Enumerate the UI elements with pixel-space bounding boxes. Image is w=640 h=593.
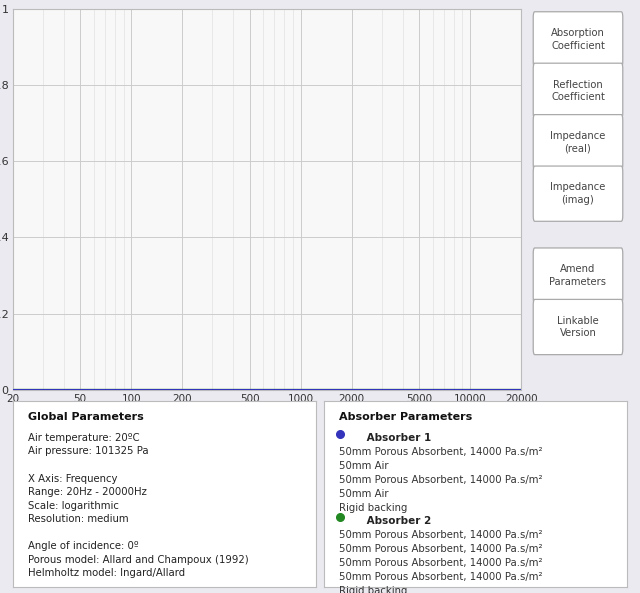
Text: Impedance
(imag): Impedance (imag) <box>550 183 605 205</box>
FancyBboxPatch shape <box>533 248 623 303</box>
Text: Rigid backing: Rigid backing <box>339 586 407 593</box>
FancyBboxPatch shape <box>533 166 623 221</box>
Text: Porous model: Allard and Champoux (1992): Porous model: Allard and Champoux (1992) <box>28 555 249 565</box>
Text: Global Parameters: Global Parameters <box>28 412 144 422</box>
Text: 50mm Porous Absorbent, 14000 Pa.s/m²: 50mm Porous Absorbent, 14000 Pa.s/m² <box>339 447 543 457</box>
Text: Reflection
Coefficient: Reflection Coefficient <box>551 79 605 102</box>
Text: 50mm Air: 50mm Air <box>339 489 388 499</box>
Text: Scale: logarithmic: Scale: logarithmic <box>28 500 119 511</box>
Text: Amend
Parameters: Amend Parameters <box>550 264 607 287</box>
Text: Absorption
Coefficient: Absorption Coefficient <box>551 28 605 50</box>
Text: Absorber 1: Absorber 1 <box>364 433 431 443</box>
FancyBboxPatch shape <box>533 299 623 355</box>
Text: 50mm Porous Absorbent, 14000 Pa.s/m²: 50mm Porous Absorbent, 14000 Pa.s/m² <box>339 544 543 554</box>
FancyBboxPatch shape <box>533 12 623 67</box>
FancyBboxPatch shape <box>533 63 623 119</box>
Text: Impedance
(real): Impedance (real) <box>550 131 605 154</box>
Text: Air temperature: 20ºC: Air temperature: 20ºC <box>28 433 140 443</box>
Text: Angle of incidence: 0º: Angle of incidence: 0º <box>28 541 139 551</box>
Text: 50mm Porous Absorbent, 14000 Pa.s/m²: 50mm Porous Absorbent, 14000 Pa.s/m² <box>339 474 543 484</box>
Text: 50mm Porous Absorbent, 14000 Pa.s/m²: 50mm Porous Absorbent, 14000 Pa.s/m² <box>339 558 543 568</box>
FancyBboxPatch shape <box>533 114 623 170</box>
Text: Rigid backing: Rigid backing <box>339 502 407 512</box>
Text: Helmholtz model: Ingard/Allard: Helmholtz model: Ingard/Allard <box>28 569 185 579</box>
Text: Absorber 2: Absorber 2 <box>364 517 431 527</box>
X-axis label: Frequency (Hz): Frequency (Hz) <box>223 410 312 423</box>
Text: Absorber Parameters: Absorber Parameters <box>339 412 472 422</box>
Text: 50mm Porous Absorbent, 14000 Pa.s/m²: 50mm Porous Absorbent, 14000 Pa.s/m² <box>339 530 543 540</box>
Text: Range: 20Hz - 20000Hz: Range: 20Hz - 20000Hz <box>28 487 147 497</box>
Text: Resolution: medium: Resolution: medium <box>28 514 129 524</box>
Text: Linkable
Version: Linkable Version <box>557 316 599 338</box>
Text: 50mm Porous Absorbent, 14000 Pa.s/m²: 50mm Porous Absorbent, 14000 Pa.s/m² <box>339 572 543 582</box>
Text: Air pressure: 101325 Pa: Air pressure: 101325 Pa <box>28 447 148 457</box>
Text: 50mm Air: 50mm Air <box>339 461 388 471</box>
Text: X Axis: Frequency: X Axis: Frequency <box>28 474 118 483</box>
